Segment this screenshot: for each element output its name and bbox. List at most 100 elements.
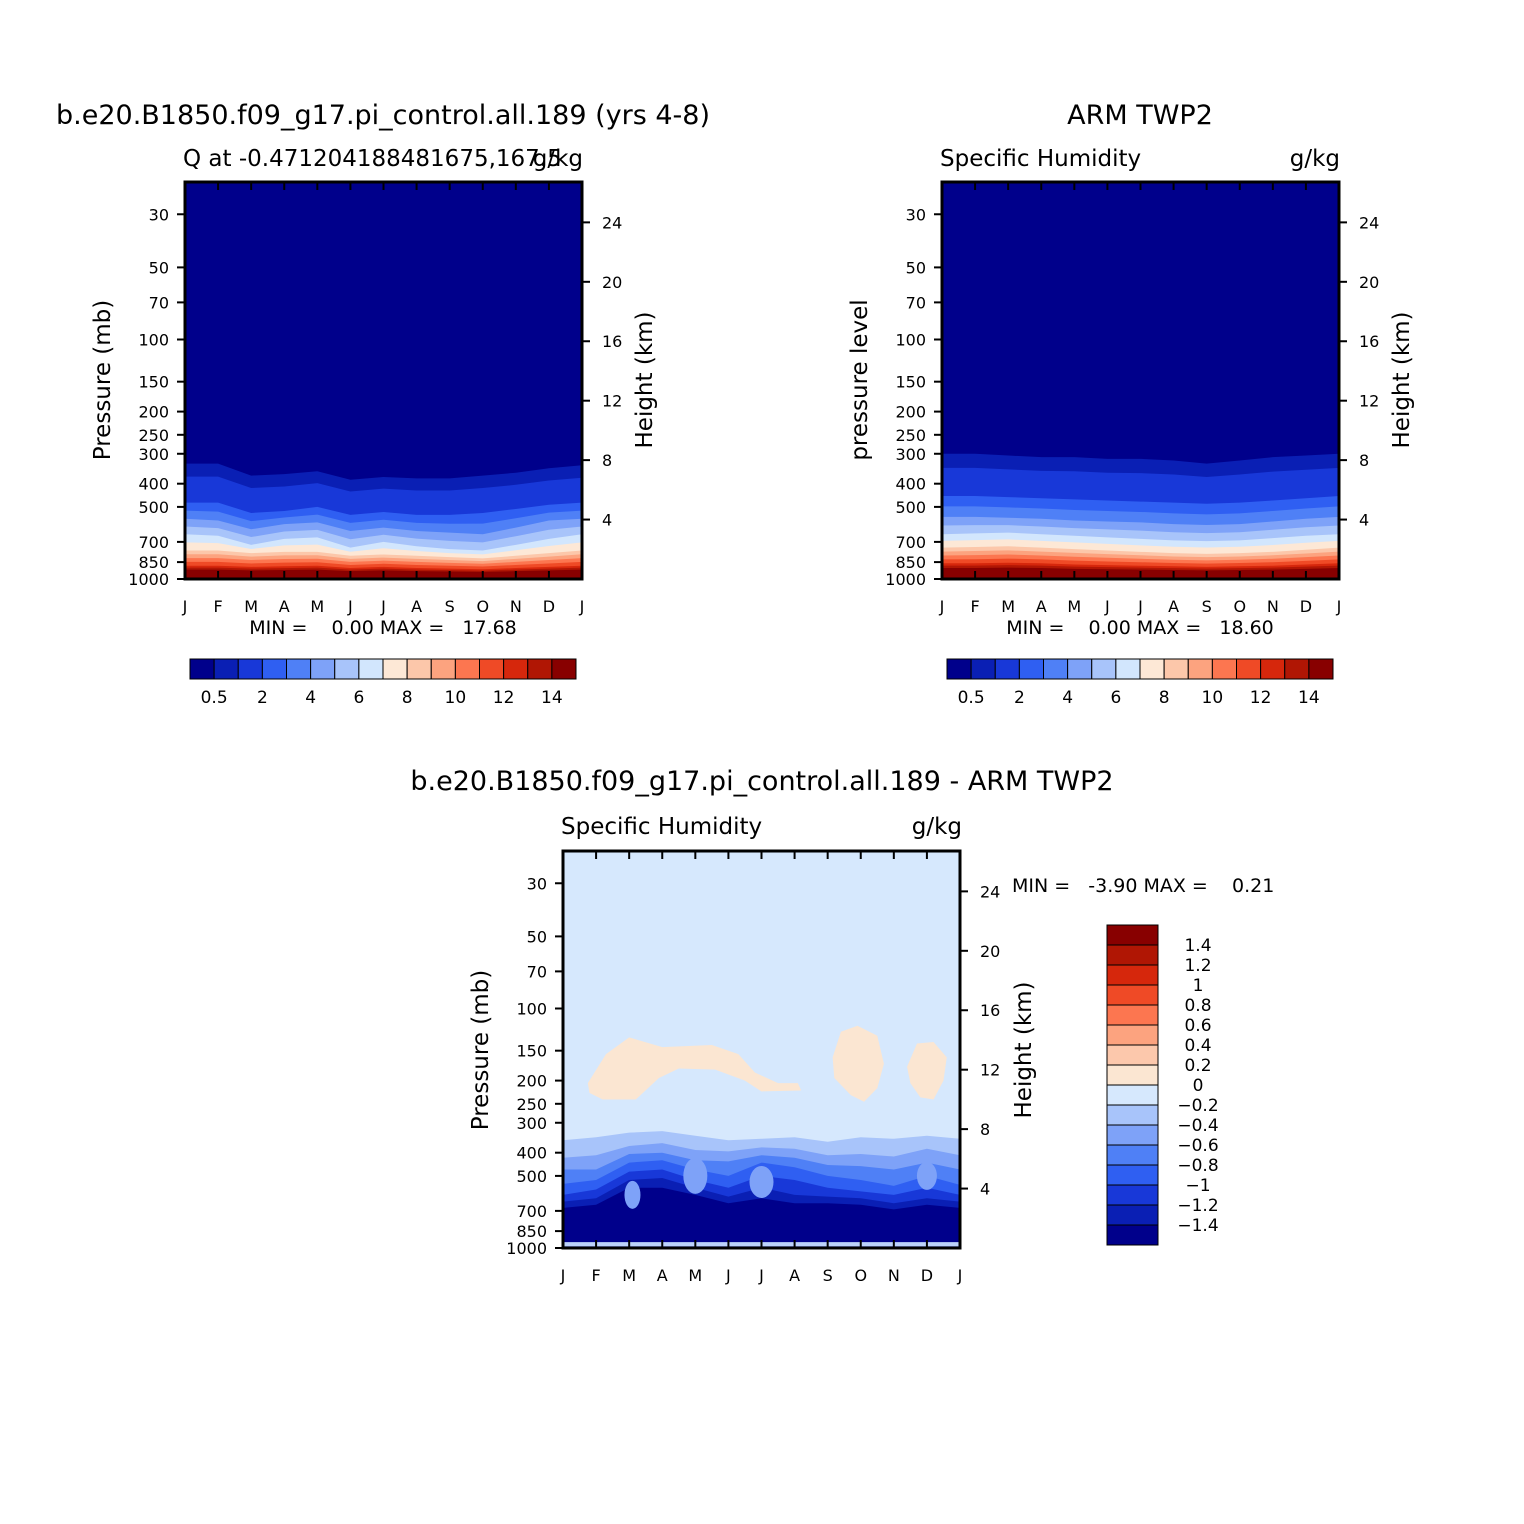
obs-y2-tick-label: 4 (1359, 511, 1369, 530)
diff-anomaly (916, 1161, 937, 1190)
diff-colorbar-label: −0.6 (1177, 1136, 1218, 1156)
diff-y-tick-label: 50 (527, 927, 547, 946)
model-y2-tick-label: 8 (602, 451, 612, 470)
model-y-axis-label: Pressure (mb) (90, 300, 116, 460)
obs-y2-tick-label: 8 (1359, 451, 1369, 470)
obs-colorbar-swatch (1163, 658, 1189, 680)
diff-y-tick-label: 850 (516, 1222, 547, 1241)
model-y-tick-label: 700 (138, 533, 169, 552)
diff-colorbar-swatch (1106, 1144, 1159, 1166)
diff-x-tick-label: D (921, 1266, 933, 1285)
diff-y-tick-label: 500 (516, 1167, 547, 1186)
model-colorbar-label: 6 (353, 688, 364, 708)
obs-y-tick-label: 850 (895, 553, 926, 572)
obs-y-tick-label: 300 (895, 445, 926, 464)
model-x-tick-label: M (310, 597, 324, 616)
obs-x-tick-label: A (1168, 597, 1179, 616)
obs-x-tick-label: J (1336, 597, 1342, 616)
diff-units: g/kg (912, 814, 962, 840)
model-colorbar-swatch (479, 658, 505, 680)
diff-y-tick-label: 250 (516, 1095, 547, 1114)
diff-colorbar-swatch (1106, 1184, 1159, 1206)
diff-y2-axis-label: Height (km) (1011, 981, 1037, 1118)
diff-x-tick-label: J (560, 1266, 566, 1285)
obs-y-tick-label: 100 (895, 330, 926, 349)
obs-colorbar-label: 14 (1298, 688, 1320, 708)
obs-colorbar-label: 10 (1202, 688, 1224, 708)
diff-y2-tick-label: 20 (980, 942, 1000, 961)
obs-colorbar-swatch (1236, 658, 1262, 680)
model-y-tick-label: 1000 (128, 570, 169, 589)
model-colorbar-label: 4 (305, 688, 316, 708)
model-x-tick-label: S (445, 597, 455, 616)
model-y-tick-label: 70 (149, 293, 169, 312)
diff-y-tick-label: 100 (516, 999, 547, 1018)
obs-y2-tick-label: 16 (1359, 332, 1379, 351)
model-colorbar-swatch (286, 658, 312, 680)
diff-positive-patch (907, 1041, 947, 1100)
model-x-tick-label: A (411, 597, 422, 616)
diff-y2-tick-label: 16 (980, 1001, 1000, 1020)
obs-panel: ARM TWP2 Specific Humidity g/kg J F M A M J J A… (847, 100, 1415, 708)
diff-colorbar-label: 0.6 (1184, 1016, 1211, 1036)
diff-y-tick-label: 200 (516, 1072, 547, 1091)
diff-x-tick-label: A (789, 1266, 800, 1285)
obs-colorbar-label: 12 (1250, 688, 1272, 708)
obs-colorbar-label: 0.5 (958, 688, 985, 708)
obs-colorbar-swatch (994, 658, 1020, 680)
diff-colorbar-swatch (1106, 1104, 1159, 1126)
model-colorbar-swatch (189, 658, 215, 680)
model-title: b.e20.B1850.f09_g17.pi_control.all.189 (… (56, 100, 710, 131)
model-colorbar-swatch (382, 658, 408, 680)
model-contours (185, 182, 582, 579)
diff-colorbar-label: 0.4 (1184, 1036, 1211, 1056)
obs-colorbar-swatch (1284, 658, 1310, 680)
model-y-tick-label: 250 (138, 426, 169, 445)
diff-colorbar-swatch (1106, 924, 1159, 946)
diff-y-axis-label: Pressure (mb) (468, 970, 494, 1130)
obs-x-tick-label: N (1267, 597, 1279, 616)
model-y-tick-label: 400 (138, 475, 169, 494)
diff-subtitle: Specific Humidity (561, 814, 762, 840)
obs-x-tick-label: M (1067, 597, 1081, 616)
obs-colorbar-swatch (1018, 658, 1044, 680)
obs-y2-tick-label: 24 (1359, 213, 1379, 232)
diff-positive-patch (832, 1025, 884, 1102)
obs-x-tick-label: J (1104, 597, 1110, 616)
model-x-tick-label: M (244, 597, 258, 616)
model-colorbar-label: 0.5 (201, 688, 228, 708)
model-x-tick-label: O (476, 597, 489, 616)
obs-minmax: MIN = 0.00 MAX = 18.60 (1006, 617, 1274, 639)
diff-y2-tick-label: 4 (980, 1180, 990, 1199)
model-x-tick-label: J (182, 597, 188, 616)
model-x-tick-label: F (213, 597, 222, 616)
diff-colorbar-label: −1.2 (1177, 1196, 1218, 1216)
obs-colorbar-swatch (1308, 658, 1334, 680)
model-y-tick-label: 850 (138, 553, 169, 572)
model-colorbar-label: 14 (541, 688, 563, 708)
model-colorbar-swatch (503, 658, 529, 680)
obs-x-tick-label: F (970, 597, 979, 616)
model-subtitle: Q at -0.471204188481675,167.5 (183, 146, 562, 172)
obs-y2-tick-label: 20 (1359, 273, 1379, 292)
obs-x-tick-label: A (1036, 597, 1047, 616)
diff-colorbar-label: 0.2 (1184, 1056, 1211, 1076)
obs-x-tick-label: O (1233, 597, 1246, 616)
obs-y-tick-label: 250 (895, 426, 926, 445)
model-y2-tick-label: 20 (602, 273, 622, 292)
obs-y-tick-label: 700 (895, 533, 926, 552)
model-y-tick-label: 200 (138, 403, 169, 422)
model-colorbar-label: 2 (257, 688, 268, 708)
obs-colorbar-label: 2 (1014, 688, 1025, 708)
obs-x-tick-label: S (1202, 597, 1212, 616)
obs-y-tick-label: 1000 (885, 570, 926, 589)
model-colorbar-swatch (527, 658, 553, 680)
obs-colorbar-swatch (1211, 658, 1237, 680)
diff-y2-tick-label: 24 (980, 882, 1000, 901)
diff-y2-tick-label: 8 (980, 1120, 990, 1139)
model-x-tick-label: N (510, 597, 522, 616)
diff-contours (563, 851, 960, 1248)
model-colorbar-swatch (237, 658, 263, 680)
diff-anomaly (749, 1165, 774, 1198)
